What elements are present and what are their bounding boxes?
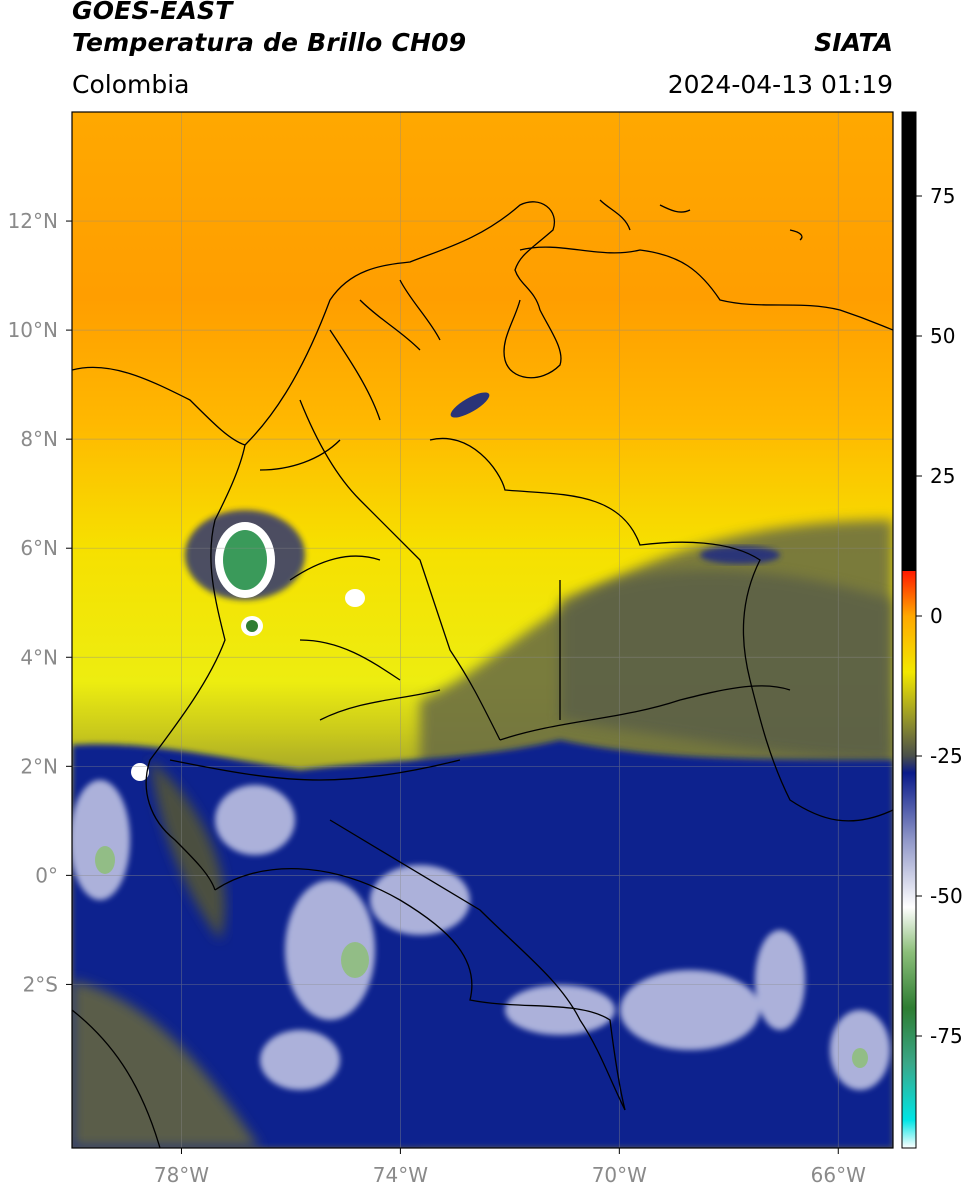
lat-tick-label: 0° [35, 863, 58, 887]
political-borders [72, 199, 893, 1148]
colorbar-tick-label: -25 [930, 744, 963, 768]
colorbar-ticks: 75 50 25 0 -25 -50 -75 [916, 184, 963, 1048]
region-label: Colombia [72, 70, 190, 99]
colorbar-tick-label: -75 [930, 1024, 963, 1048]
colorbar-tick-label: -50 [930, 884, 963, 908]
latitude-axis: 12°N 10°N 8°N 6°N 4°N 2°N 0° 2°S [8, 209, 72, 996]
lon-tick-label: 78°W [154, 1163, 209, 1187]
lat-tick-label: 2°S [23, 972, 58, 996]
lat-tick-label: 12°N [8, 209, 58, 233]
longitude-axis: 78°W 74°W 70°W 66°W [154, 1148, 866, 1187]
lat-tick-label: 4°N [20, 645, 58, 669]
lat-tick-label: 10°N [8, 318, 58, 342]
colorbar-tick-label: 75 [930, 184, 955, 208]
source-label: SIATA [814, 28, 893, 57]
lat-tick-label: 8°N [20, 427, 58, 451]
lon-tick-label: 66°W [811, 1163, 866, 1187]
map-gridlines [72, 112, 893, 1148]
brightness-temperature-field [72, 112, 893, 1148]
satellite-title: GOES-EAST [72, 0, 233, 25]
colorbar-tick-label: 50 [930, 324, 955, 348]
colorbar-tick-label: 25 [930, 464, 955, 488]
map-frame [71, 111, 894, 1149]
product-title: Temperatura de Brillo CH09 [72, 28, 467, 57]
lat-tick-label: 6°N [20, 536, 58, 560]
colorbar [902, 112, 916, 1148]
lon-tick-label: 70°W [592, 1163, 647, 1187]
colorbar-frame [901, 111, 917, 1149]
datetime-label: 2024-04-13 01:19 [667, 70, 893, 99]
lat-tick-label: 2°N [20, 754, 58, 778]
lon-tick-label: 74°W [373, 1163, 428, 1187]
colorbar-tick-label: 0 [930, 604, 943, 628]
